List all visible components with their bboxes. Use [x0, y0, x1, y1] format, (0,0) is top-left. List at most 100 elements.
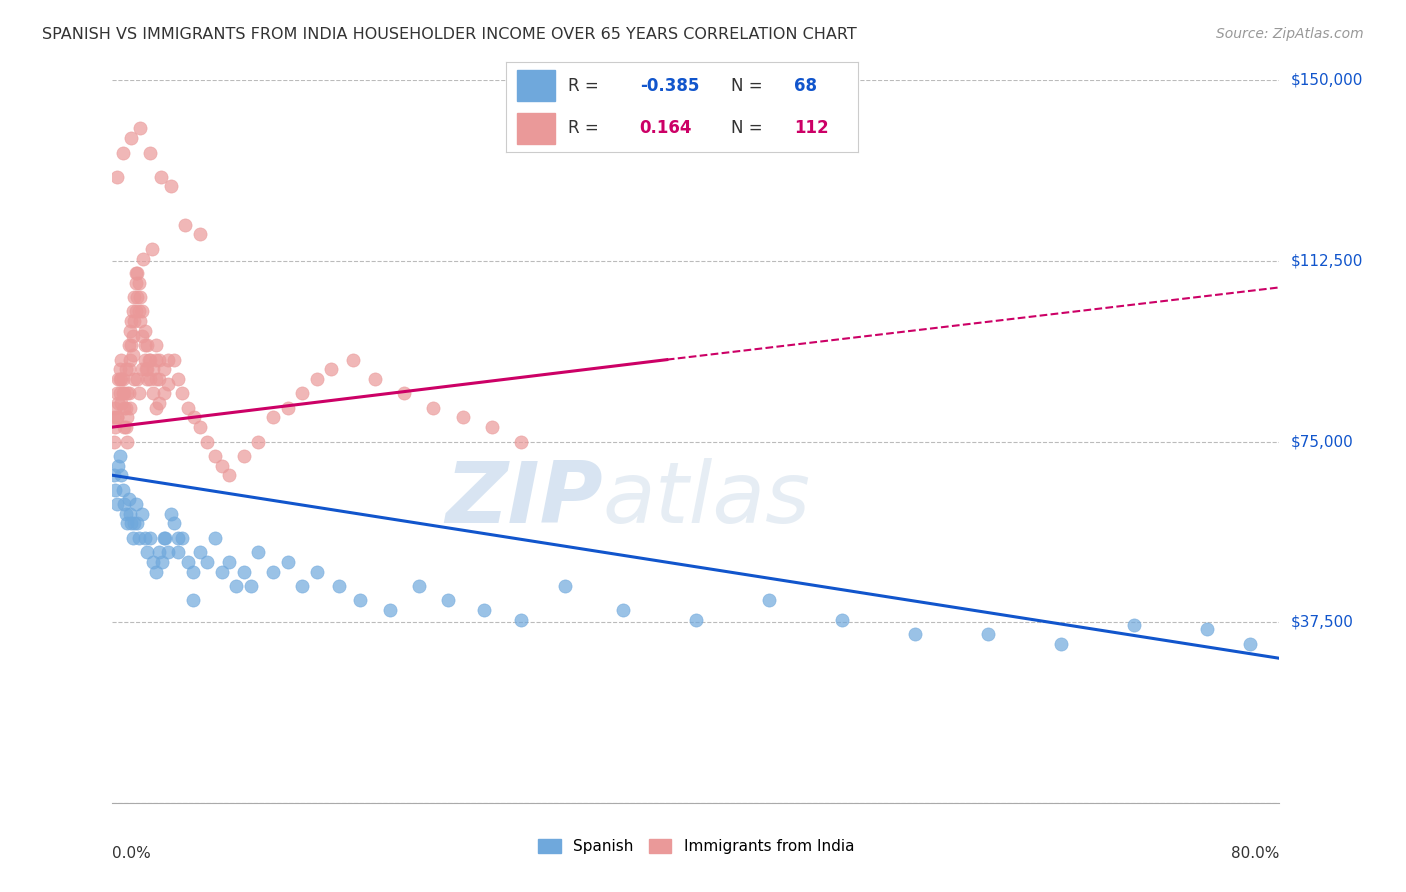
- Point: [262, 410, 284, 425]
- Point: [612, 603, 634, 617]
- Point: [128, 276, 150, 290]
- Point: [131, 507, 153, 521]
- Point: [127, 266, 149, 280]
- Point: [122, 348, 145, 362]
- Text: -0.385: -0.385: [640, 77, 699, 95]
- Point: [124, 314, 146, 328]
- Text: $112,500: $112,500: [1291, 253, 1362, 268]
- Point: [135, 362, 157, 376]
- Point: [437, 593, 460, 607]
- Point: [232, 565, 254, 579]
- Point: [364, 372, 387, 386]
- Point: [342, 352, 364, 367]
- Point: [107, 372, 129, 386]
- Point: [394, 386, 416, 401]
- Point: [509, 434, 531, 449]
- Point: [156, 376, 179, 391]
- Point: [139, 372, 162, 386]
- Point: [174, 218, 197, 232]
- Point: [276, 555, 298, 569]
- Point: [188, 420, 211, 434]
- Point: [177, 401, 200, 415]
- Point: [136, 545, 159, 559]
- Point: [111, 483, 134, 497]
- Point: [127, 516, 149, 531]
- Point: [110, 396, 132, 410]
- Point: [104, 483, 127, 497]
- Point: [167, 545, 190, 559]
- Point: [114, 401, 136, 415]
- Text: ZIP: ZIP: [444, 458, 603, 541]
- Point: [262, 565, 284, 579]
- Point: [204, 449, 226, 463]
- Point: [117, 386, 139, 401]
- Point: [108, 362, 131, 376]
- Point: [120, 516, 142, 531]
- Point: [422, 401, 444, 415]
- Point: [148, 372, 170, 386]
- Point: [118, 324, 141, 338]
- Point: [108, 372, 131, 386]
- Point: [145, 401, 167, 415]
- Point: [451, 410, 474, 425]
- Point: [118, 507, 141, 521]
- Text: $150,000: $150,000: [1291, 73, 1362, 87]
- Point: [110, 352, 132, 367]
- Point: [115, 434, 138, 449]
- Point: [976, 627, 998, 641]
- Point: [160, 507, 183, 521]
- Point: [188, 545, 211, 559]
- Point: [142, 362, 165, 376]
- Point: [114, 362, 136, 376]
- Point: [129, 290, 152, 304]
- Point: [134, 324, 156, 338]
- Point: [103, 468, 125, 483]
- Bar: [517, 70, 555, 101]
- Point: [408, 579, 430, 593]
- Point: [152, 531, 174, 545]
- Point: [105, 386, 128, 401]
- Point: [167, 372, 190, 386]
- Point: [188, 227, 211, 242]
- Point: [124, 516, 146, 531]
- Point: [1122, 617, 1144, 632]
- Point: [240, 579, 263, 593]
- Point: [120, 314, 142, 328]
- Point: [305, 565, 328, 579]
- Point: [276, 401, 298, 415]
- Point: [218, 555, 240, 569]
- Point: [112, 401, 135, 415]
- Point: [117, 338, 139, 352]
- Point: [172, 386, 194, 401]
- Text: 80.0%: 80.0%: [1232, 847, 1279, 861]
- Text: 0.164: 0.164: [640, 120, 692, 137]
- Point: [108, 386, 131, 401]
- Point: [150, 555, 173, 569]
- Point: [145, 338, 167, 352]
- Point: [131, 362, 153, 376]
- Point: [145, 372, 167, 386]
- Point: [195, 434, 218, 449]
- Point: [112, 420, 135, 434]
- Point: [163, 516, 186, 531]
- Point: [122, 328, 145, 343]
- Point: [120, 131, 142, 145]
- Legend: Spanish, Immigrants from India: Spanish, Immigrants from India: [531, 833, 860, 860]
- Point: [138, 352, 160, 367]
- Point: [120, 338, 142, 352]
- Text: $37,500: $37,500: [1291, 615, 1354, 630]
- Point: [160, 179, 183, 194]
- Point: [122, 304, 145, 318]
- Point: [107, 396, 129, 410]
- Bar: [517, 113, 555, 144]
- Point: [112, 497, 135, 511]
- Text: SPANISH VS IMMIGRANTS FROM INDIA HOUSEHOLDER INCOME OVER 65 YEARS CORRELATION CH: SPANISH VS IMMIGRANTS FROM INDIA HOUSEHO…: [42, 27, 856, 42]
- Point: [148, 352, 170, 367]
- Point: [195, 555, 218, 569]
- Text: 112: 112: [794, 120, 830, 137]
- Point: [183, 410, 205, 425]
- Point: [118, 401, 141, 415]
- Point: [142, 386, 165, 401]
- Point: [110, 468, 132, 483]
- Point: [136, 372, 159, 386]
